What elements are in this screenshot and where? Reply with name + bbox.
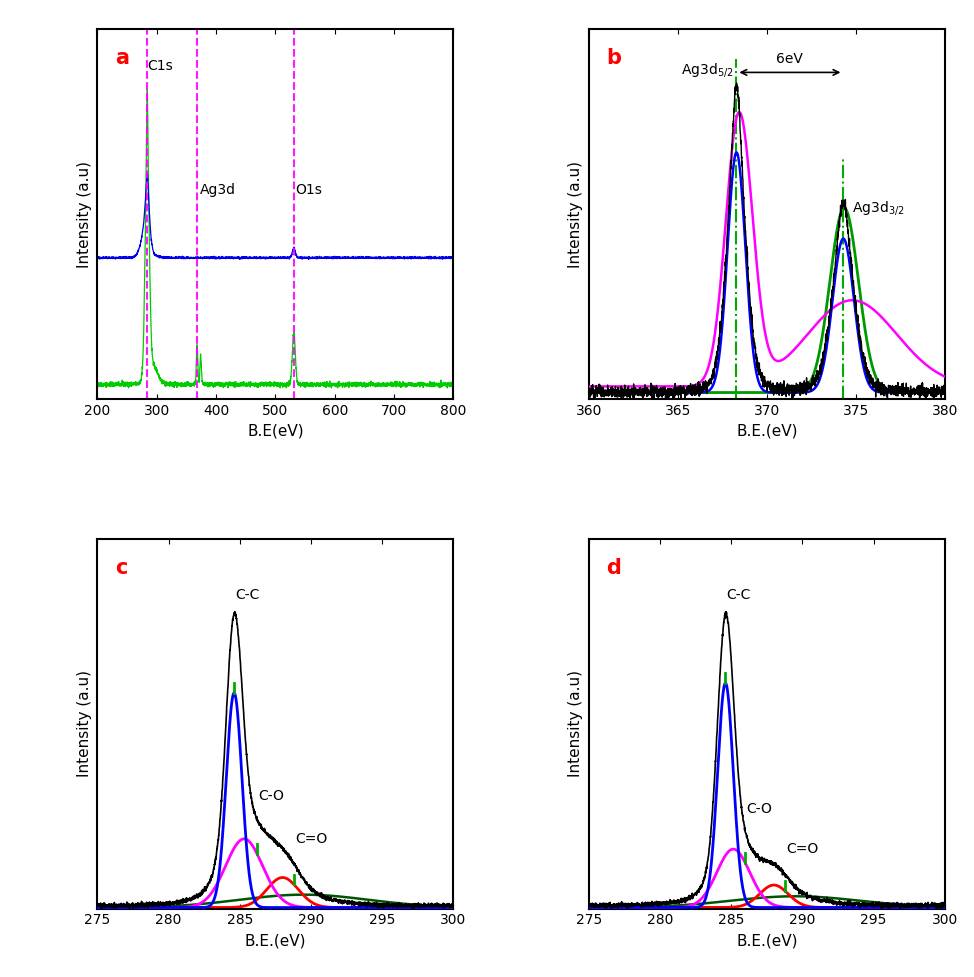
Text: C-O: C-O: [746, 802, 772, 816]
X-axis label: B.E.(eV): B.E.(eV): [736, 423, 798, 438]
Text: c: c: [115, 558, 128, 577]
X-axis label: B.E.(eV): B.E.(eV): [244, 933, 306, 948]
Y-axis label: Intensity (a.u): Intensity (a.u): [77, 160, 92, 268]
Text: C-C: C-C: [727, 588, 751, 602]
Text: Ag3d$_{5/2}$: Ag3d$_{5/2}$: [682, 61, 733, 78]
Y-axis label: Intensity (a.u): Intensity (a.u): [568, 160, 583, 268]
Y-axis label: Intensity (a.u): Intensity (a.u): [77, 670, 92, 778]
Text: Ag3d$_{3/2}$: Ag3d$_{3/2}$: [852, 198, 905, 217]
Text: b: b: [607, 48, 621, 67]
Text: Ag3d: Ag3d: [200, 184, 236, 197]
Text: 6eV: 6eV: [776, 52, 804, 66]
Text: C-C: C-C: [236, 588, 260, 602]
Y-axis label: Intensity (a.u): Intensity (a.u): [568, 670, 583, 778]
X-axis label: B.E(eV): B.E(eV): [247, 423, 304, 438]
Text: C1s: C1s: [147, 59, 173, 73]
Text: a: a: [115, 48, 130, 67]
Text: O1s: O1s: [295, 184, 321, 197]
Text: d: d: [607, 558, 621, 577]
Text: C-O: C-O: [258, 789, 284, 803]
X-axis label: B.E.(eV): B.E.(eV): [736, 933, 798, 948]
Text: C=O: C=O: [787, 842, 819, 856]
Text: C=O: C=O: [295, 832, 327, 846]
